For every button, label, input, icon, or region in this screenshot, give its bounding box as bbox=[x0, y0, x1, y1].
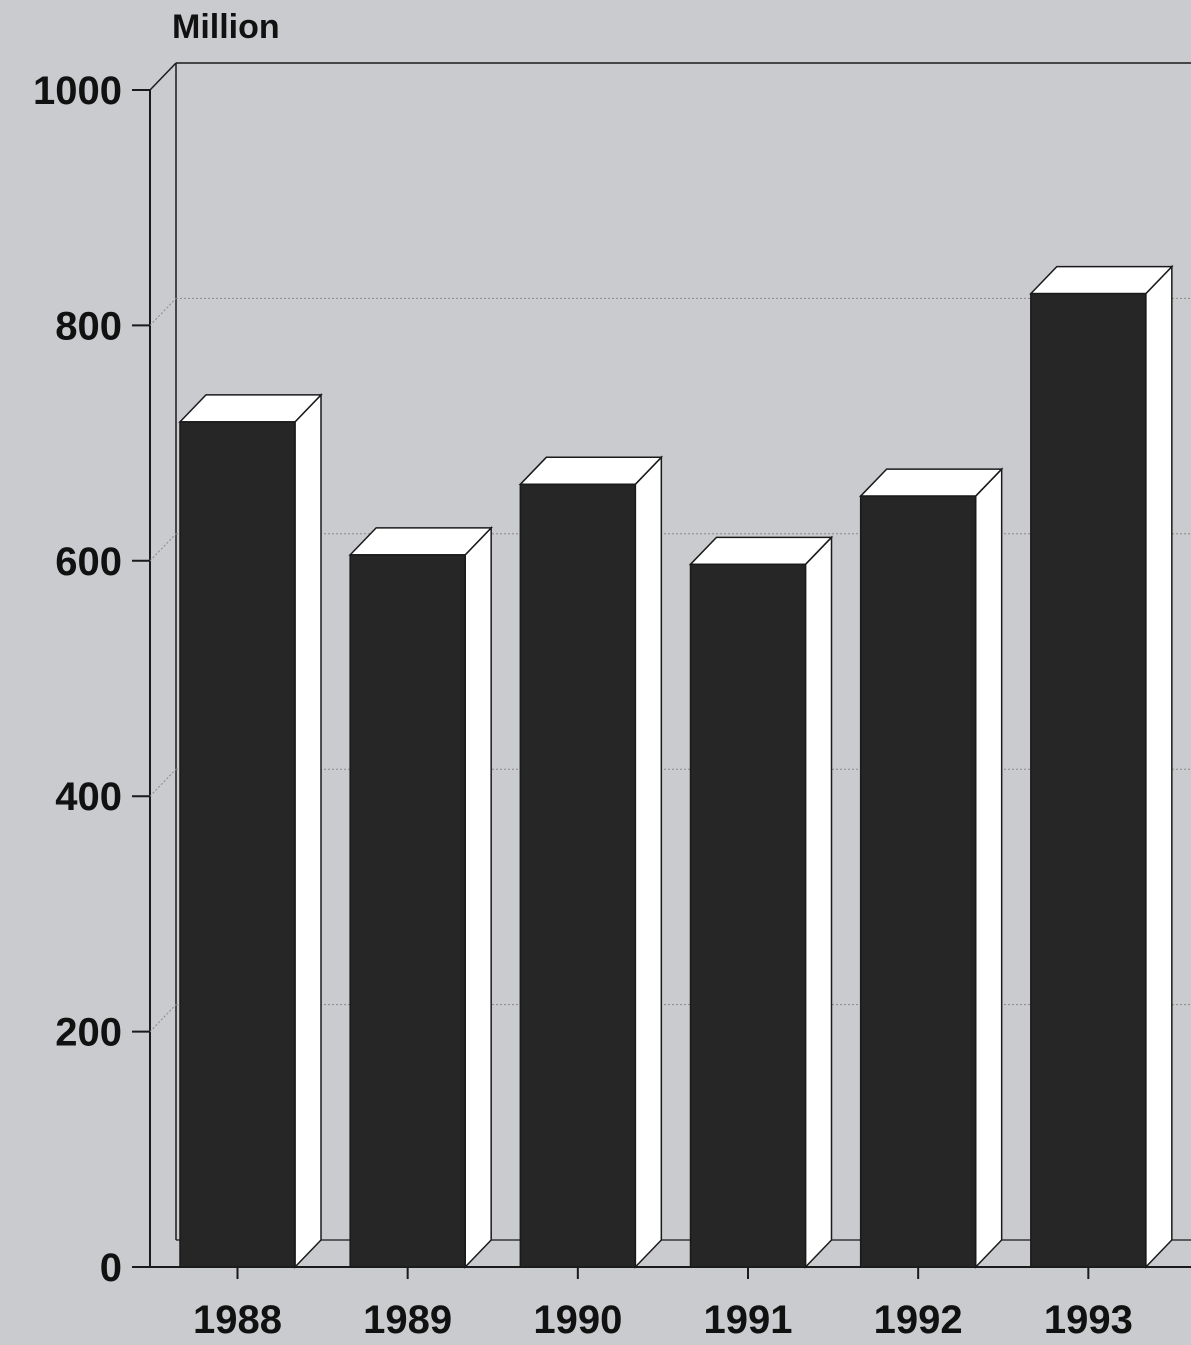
gridline-diag bbox=[149, 298, 177, 326]
gridline-diag bbox=[149, 1004, 177, 1032]
x-tick-label: 1993 bbox=[1044, 1298, 1133, 1340]
axes bbox=[149, 62, 1191, 1268]
y-tick-label: 200 bbox=[55, 1011, 122, 1055]
bar-top-1993 bbox=[1029, 265, 1174, 295]
bar-1988 bbox=[179, 421, 296, 1268]
y-tick-label: 800 bbox=[55, 304, 122, 348]
y-tick-label: 600 bbox=[55, 540, 122, 584]
bar-1990 bbox=[519, 483, 637, 1268]
x-tick-label: 1992 bbox=[874, 1298, 963, 1340]
y-tick-label: 1000 bbox=[33, 69, 122, 113]
y-tick-labels: 0 200 400 600 800 1000 bbox=[33, 69, 150, 1290]
bar-1992 bbox=[859, 495, 977, 1268]
bar-side-1992 bbox=[974, 467, 1003, 1269]
bar-top-1988 bbox=[178, 394, 323, 423]
x-tick-label: 1991 bbox=[704, 1298, 793, 1340]
bar-top-1992 bbox=[858, 468, 1004, 497]
x-tick-label: 1988 bbox=[193, 1298, 282, 1340]
gridline-diag bbox=[149, 768, 177, 797]
bar-side-1989 bbox=[464, 526, 492, 1269]
y-tick-label: 0 bbox=[100, 1246, 122, 1290]
bar-1989 bbox=[349, 554, 466, 1268]
bar-side-1988 bbox=[294, 393, 322, 1269]
bar-top-1991 bbox=[688, 536, 834, 566]
gridlines bbox=[149, 297, 1191, 1032]
x-tick-label: 1989 bbox=[363, 1298, 452, 1340]
y-tick-label: 400 bbox=[55, 775, 122, 819]
x-tick-label: 1990 bbox=[533, 1298, 622, 1340]
x-tick-labels: 1988 1989 1990 1991 1992 1993 bbox=[193, 1267, 1133, 1342]
bar-side-1991 bbox=[804, 535, 833, 1269]
bar-side-1990 bbox=[634, 455, 663, 1269]
bar-1993 bbox=[1030, 292, 1147, 1268]
y-unit-label: Million bbox=[172, 8, 280, 46]
bar-top-1990 bbox=[518, 456, 664, 486]
side-wall-top bbox=[149, 62, 177, 91]
bars bbox=[178, 264, 1174, 1269]
bar-side-1993 bbox=[1145, 264, 1173, 1269]
bar-top-1989 bbox=[348, 527, 493, 556]
gridline-diag bbox=[149, 533, 177, 562]
bar-1991 bbox=[689, 563, 807, 1268]
